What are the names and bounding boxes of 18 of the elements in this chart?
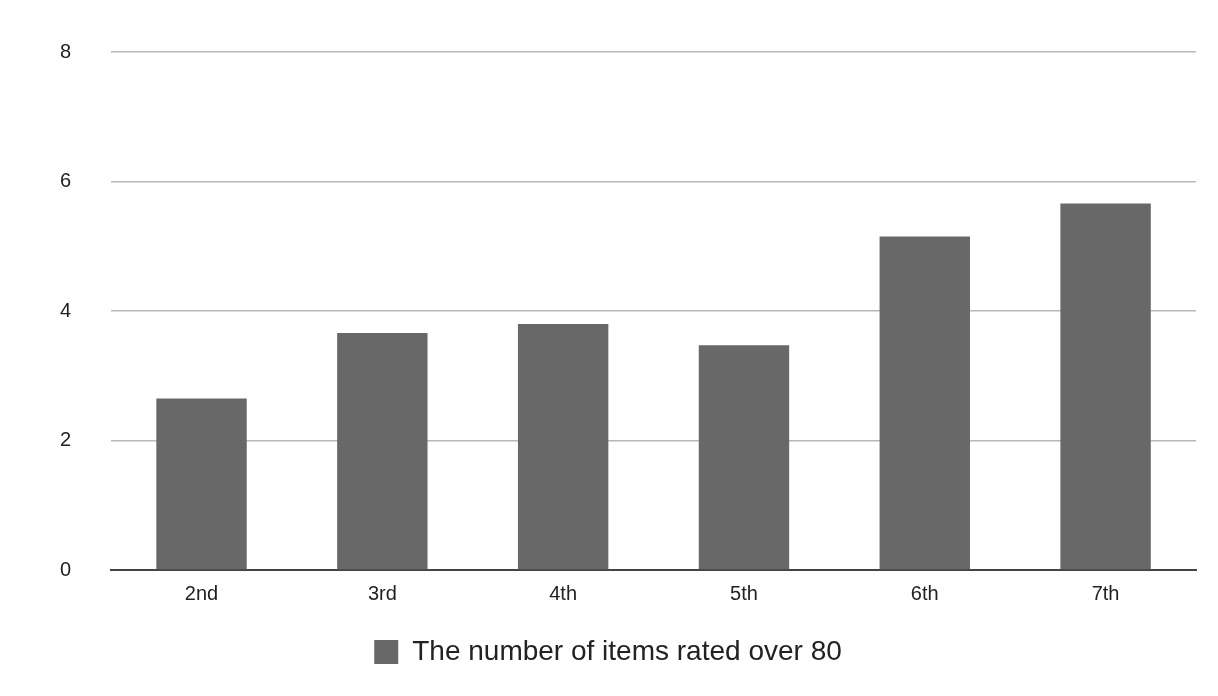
y-tick-label: 6 (60, 169, 72, 192)
y-tick-label: 0 (60, 557, 72, 580)
y-tick-label: 4 (60, 298, 72, 321)
x-tick-label: 7th (1091, 581, 1120, 604)
x-tick-label: 4th (549, 581, 578, 604)
legend-label: The number of items rated over 80 (412, 634, 842, 666)
bar (517, 323, 609, 570)
x-tick-label: 2nd (184, 581, 219, 604)
x-tick-label: 6th (910, 581, 939, 604)
bar (156, 398, 247, 570)
bar (879, 236, 970, 570)
x-tick-label: 5th (730, 581, 758, 604)
bar (1060, 203, 1151, 570)
bar (337, 333, 428, 570)
y-tick-label: 8 (60, 39, 72, 62)
x-tick-label: 3rd (367, 581, 397, 604)
y-tick-label: 2 (60, 428, 72, 451)
bar (698, 345, 790, 570)
